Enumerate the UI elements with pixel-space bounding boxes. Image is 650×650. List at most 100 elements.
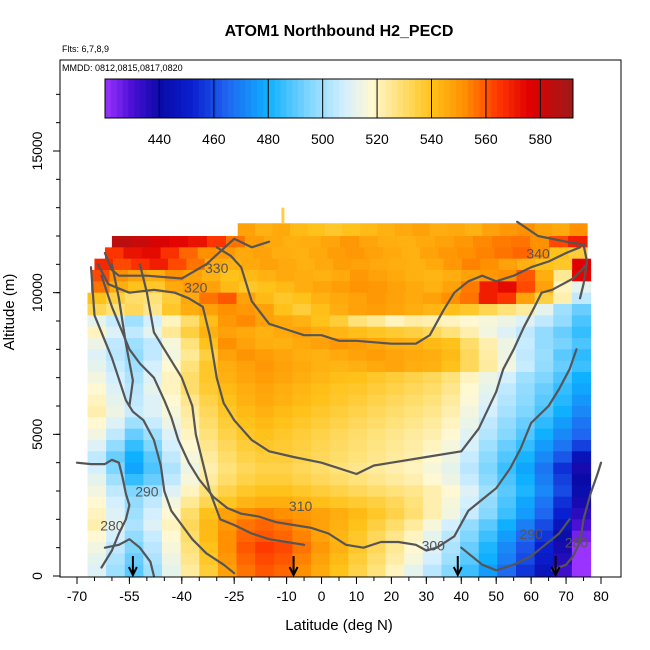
- heatmap-cell: [571, 406, 592, 418]
- heatmap-cell: [478, 508, 498, 520]
- heatmap-cell: [404, 326, 424, 339]
- flight-arrow: [550, 556, 561, 578]
- heatmap-cell: [106, 519, 126, 532]
- heatmap-cell: [296, 258, 316, 271]
- heatmap-cell: [348, 315, 368, 328]
- heatmap-cell: [383, 247, 403, 260]
- colorbar-swatch: [397, 79, 404, 118]
- flight-arrows: [127, 556, 561, 578]
- heatmap-cell: [253, 247, 273, 260]
- heatmap-cell: [238, 270, 259, 282]
- heatmap-cell: [271, 247, 291, 260]
- heatmap-cell: [404, 406, 424, 418]
- heatmap-cell: [236, 564, 256, 577]
- heatmap-cell: [201, 270, 222, 282]
- heatmap-cell: [478, 360, 498, 373]
- x-tick-label: -10: [276, 588, 296, 604]
- heatmap-cell: [244, 236, 265, 248]
- heatmap-cell: [255, 451, 275, 464]
- heatmap-cell: [236, 349, 256, 362]
- heatmap-cell: [479, 281, 499, 294]
- heatmap-cell: [162, 417, 182, 430]
- heatmap-cell: [415, 236, 436, 248]
- heatmap-cell: [124, 474, 144, 486]
- colorbar-tick-label: 500: [311, 131, 335, 147]
- colorbar-swatch: [268, 79, 276, 118]
- colorbar-swatch: [567, 79, 574, 118]
- heatmap-cell: [342, 223, 361, 237]
- contour-line: [138, 263, 306, 546]
- heatmap-cell: [385, 383, 405, 396]
- heatmap-cell: [478, 406, 498, 418]
- heatmap-cell: [492, 236, 512, 248]
- heatmap-cell: [497, 508, 517, 520]
- heatmap-cell: [366, 304, 387, 316]
- heatmap-cell: [143, 519, 163, 532]
- heatmap-cell: [497, 304, 517, 316]
- heatmap-cell: [217, 292, 238, 305]
- heatmap-cell: [106, 406, 126, 418]
- heatmap-cell: [217, 326, 238, 339]
- heatmap-cell: [571, 496, 592, 509]
- heatmap-cell: [553, 338, 573, 350]
- heatmap-cell: [217, 394, 238, 407]
- flight-arrow: [288, 556, 299, 578]
- heatmap-cell: [478, 349, 498, 362]
- colorbar-swatch: [479, 79, 486, 118]
- heatmap: [87, 207, 592, 577]
- heatmap-cell: [282, 236, 303, 248]
- heatmap-cell: [457, 247, 477, 260]
- heatmap-cell: [553, 508, 573, 520]
- heatmap-cell: [180, 542, 200, 554]
- heatmap-cell: [366, 485, 387, 498]
- heatmap-cell: [162, 304, 182, 316]
- heatmap-cell: [534, 417, 554, 430]
- heatmap-cell: [534, 406, 554, 418]
- heatmap-cell: [162, 519, 182, 532]
- heatmap-cell: [366, 428, 387, 441]
- heatmap-cell: [422, 462, 443, 475]
- colorbar-swatch: [532, 79, 539, 118]
- heatmap-cell: [162, 542, 182, 554]
- heatmap-cell: [292, 508, 312, 520]
- heatmap-cell: [199, 564, 219, 577]
- heatmap-cell: [553, 462, 573, 475]
- heatmap-cell: [311, 383, 331, 396]
- x-tick-label: -25: [224, 588, 244, 604]
- heatmap-cell: [199, 406, 219, 418]
- heatmap-cell: [124, 508, 144, 520]
- heatmap-cell: [534, 360, 554, 373]
- heatmap-cell: [255, 564, 275, 577]
- heatmap-cell: [461, 281, 481, 294]
- heatmap-cell: [422, 508, 443, 520]
- heatmap-cell: [124, 338, 144, 350]
- heatmap-cell: [422, 496, 443, 509]
- heatmap-cell: [312, 270, 333, 282]
- heatmap-cell: [217, 304, 238, 316]
- heatmap-cell: [199, 315, 219, 328]
- heatmap-cell: [180, 372, 200, 384]
- heatmap-cell: [124, 440, 144, 452]
- contour-label: 340: [526, 246, 550, 262]
- heatmap-cell: [327, 247, 347, 260]
- heatmap-cell: [480, 258, 500, 271]
- heatmap-cell: [553, 349, 573, 362]
- heatmap-cell: [498, 258, 518, 271]
- heatmap-cell: [553, 281, 573, 294]
- heatmap-cell: [217, 451, 238, 464]
- heatmap-cell: [404, 496, 424, 509]
- heatmap-cell: [255, 360, 275, 373]
- heatmap-cell: [535, 281, 555, 294]
- heatmap-cell: [366, 315, 387, 328]
- heatmap-cell: [143, 462, 163, 475]
- heatmap-cell: [236, 474, 256, 486]
- heatmap-cell: [236, 542, 256, 554]
- heatmap-cell: [447, 223, 466, 237]
- heatmap-cell: [387, 281, 407, 294]
- colorbar-swatch: [473, 79, 480, 118]
- heatmap-cell: [460, 451, 480, 464]
- heatmap-cell: [385, 394, 405, 407]
- heatmap-cell: [478, 530, 498, 543]
- heatmap-cell: [311, 451, 331, 464]
- heatmap-cell: [199, 304, 219, 316]
